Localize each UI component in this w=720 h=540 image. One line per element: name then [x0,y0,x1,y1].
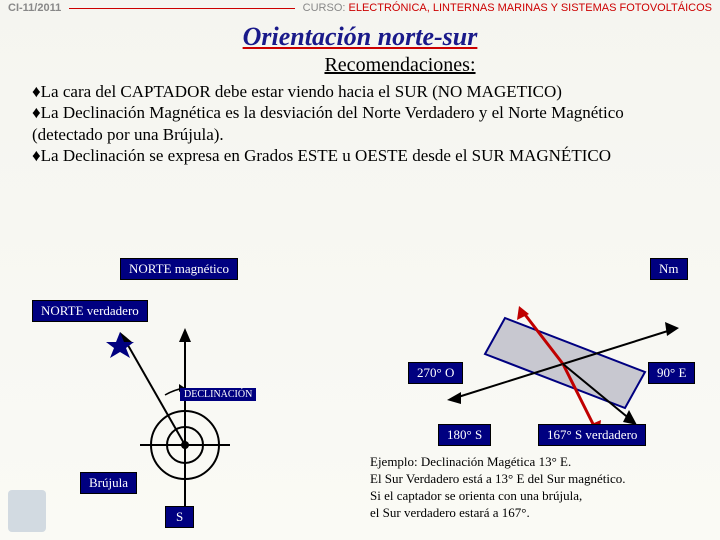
page-subtitle: Recomendaciones: [80,54,720,77]
compass-diagram [30,300,290,530]
label-brujula: Brújula [80,472,137,494]
label-nm: Nm [650,258,688,280]
example-l2: El Sur Verdadero está a 13° E del Sur ma… [370,471,626,488]
label-167s: 167° S verdadero [538,424,646,446]
page-title: Orientación norte-sur [0,22,720,52]
example-text: Ejemplo: Declinación Magética 13° E. El … [370,454,626,522]
curso-text: ELECTRÓNICA, LINTERNAS MARINAS Y SISTEMA… [345,2,712,14]
header-divider [69,8,294,9]
recommendations: ♦La cara del CAPTADOR debe estar viendo … [0,77,720,166]
label-270o: 270° O [408,362,463,384]
bullet-3: ♦La Declinación se expresa en Grados EST… [32,145,688,166]
header-right: CURSO: ELECTRÓNICA, LINTERNAS MARINAS Y … [303,2,712,14]
bullet-2: ♦La Declinación Magnética es la desviaci… [32,102,688,145]
example-l1: Ejemplo: Declinación Magética 13° E. [370,454,626,471]
label-s: S [165,506,194,528]
label-declinacion: DECLINACIÓN [180,388,256,401]
label-norte-magnetico: NORTE magnético [120,258,238,280]
curso-prefix: CURSO: [303,2,346,14]
example-l4: el Sur verdadero estará a 167°. [370,505,626,522]
label-180s: 180° S [438,424,491,446]
example-l3: Si el captador se orienta con una brújul… [370,488,626,505]
label-norte-verdadero: NORTE verdadero [32,300,148,322]
bullet-1: ♦La cara del CAPTADOR debe estar viendo … [32,81,688,102]
header-code: CI-11/2011 [8,2,61,14]
label-90e: 90° E [648,362,695,384]
logo-shield [8,490,46,532]
